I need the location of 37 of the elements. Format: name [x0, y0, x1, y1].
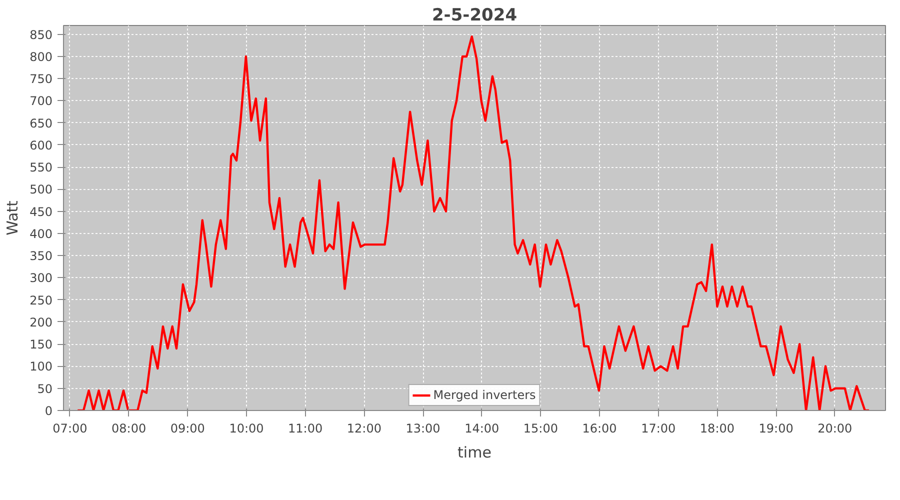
x-tick-label: 18:00 [700, 422, 735, 436]
x-tick-label: 16:00 [582, 422, 617, 436]
y-tick-label: 700 [30, 94, 52, 108]
x-tick-label: 10:00 [229, 422, 264, 436]
y-tick-label: 850 [30, 28, 52, 42]
x-tick-label: 12:00 [346, 422, 382, 436]
x-tick-label: 13:00 [406, 422, 440, 436]
y-tick-label: 0 [44, 404, 53, 418]
y-tick-label: 350 [30, 249, 52, 264]
chart-title: 2-5-2024 [432, 6, 518, 26]
x-tick-label: 15:00 [523, 422, 558, 436]
y-tick-label: 100 [30, 360, 52, 374]
y-tick-label: 600 [30, 138, 52, 152]
y-tick-label: 500 [30, 182, 52, 197]
x-tick-label: 11:00 [288, 422, 323, 436]
y-tick-label: 400 [30, 226, 52, 241]
y-tick-label: 550 [30, 160, 52, 175]
y-tick-label: 50 [37, 382, 53, 396]
legend-label: Merged inverters [433, 388, 536, 402]
x-tick-label: 14:00 [464, 422, 500, 436]
line-series [76, 35, 870, 410]
x-tick-label: 08:00 [112, 422, 146, 436]
x-tick-label: 07:00 [52, 422, 88, 436]
x-tick-label: 09:00 [170, 422, 205, 436]
y-tick-label: 300 [30, 271, 52, 286]
y-tick-label: 800 [30, 50, 52, 64]
y-tick-label: 150 [30, 338, 52, 352]
x-tick-label: 20:00 [818, 422, 852, 436]
y-axis-title: Watt [4, 200, 22, 236]
x-axis-title: time [458, 444, 492, 462]
y-tick-label: 250 [30, 293, 52, 308]
y-tick-label: 200 [30, 315, 52, 330]
y-tick-label: 450 [30, 204, 52, 219]
y-tick-label: 650 [30, 116, 52, 130]
y-tick-label: 750 [30, 72, 52, 86]
x-tick-label: 19:00 [758, 422, 794, 436]
x-tick-label: 17:00 [641, 422, 676, 436]
